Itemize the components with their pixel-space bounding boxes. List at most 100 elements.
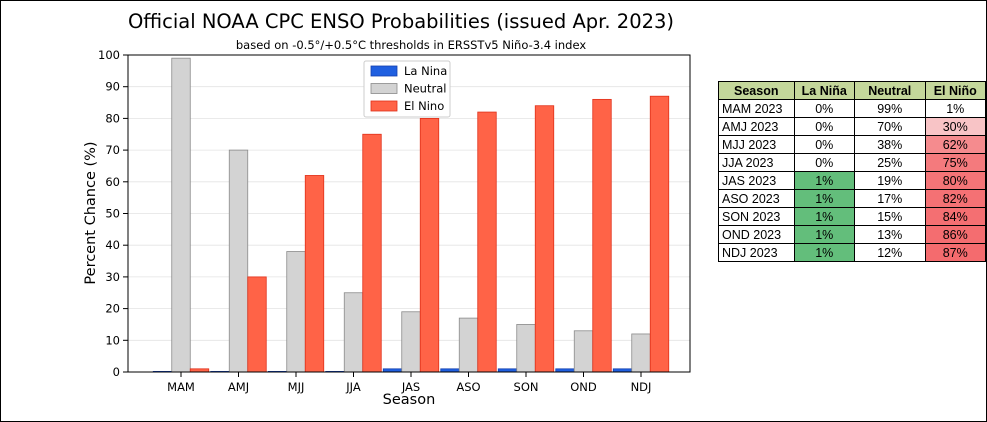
cell-la-nina: 1% [793, 207, 855, 226]
bar-el-nino [247, 276, 267, 373]
table-row: NDJ 2023 1% 12% 87% [718, 243, 986, 262]
cell-la-nina: 0% [793, 135, 855, 154]
table-body: MAM 2023 0% 99% 1% AMJ 2023 0% 70% 30% MJJ 2023 0… [718, 99, 986, 262]
cell-la-nina: 0% [793, 99, 855, 118]
cell-la-nina: 1% [793, 189, 855, 208]
cell-la-nina: 1% [793, 171, 855, 190]
chart-subtitle: based on -0.5°/+0.5°C thresholds in ERSS… [236, 38, 586, 52]
cell-la-nina: 1% [793, 225, 855, 244]
bar-neutral [573, 330, 594, 373]
cell-el-nino: 1% [924, 99, 986, 118]
bar-neutral [516, 324, 536, 373]
x-tick-label: SON [514, 380, 539, 394]
y-tick-label: 40 [105, 238, 120, 252]
bar-el-nino [362, 133, 382, 373]
table-row: MJJ 2023 0% 38% 62% [718, 135, 986, 154]
enso-probability-table: Season La Niña Neutral El Niño MAM 2023 0… [718, 81, 986, 262]
bar-el-nino [477, 111, 497, 373]
header-la-nina: La Niña [793, 81, 855, 100]
cell-la-nina: 1% [793, 243, 855, 262]
cell-season: AMJ 2023 [718, 117, 795, 136]
cell-el-nino: 87% [924, 243, 986, 262]
y-tick-label: 50 [105, 207, 120, 221]
cell-season: MJJ 2023 [718, 135, 795, 154]
table-row: MAM 2023 0% 99% 1% [718, 99, 986, 118]
legend-swatch [370, 100, 398, 112]
bar-el-nino [592, 98, 612, 373]
cell-neutral: 25% [853, 153, 926, 172]
y-tick-label: 60 [105, 175, 120, 189]
cell-el-nino: 62% [924, 135, 986, 154]
x-tick-label: NDJ [631, 380, 652, 394]
legend-swatch [370, 65, 398, 77]
x-tick-label: MAM [167, 380, 195, 394]
cell-season: NDJ 2023 [718, 243, 795, 262]
cell-neutral: 19% [853, 171, 926, 190]
cell-el-nino: 84% [924, 207, 986, 226]
cell-season: SON 2023 [718, 207, 795, 226]
y-tick-label: 20 [105, 302, 120, 316]
table-row: OND 2023 1% 13% 86% [718, 225, 986, 244]
bar-el-nino [649, 95, 670, 373]
table-row: JJA 2023 0% 25% 75% [718, 153, 986, 172]
y-tick-label: 70 [105, 143, 120, 157]
y-axis-label: Percent Chance (%) [83, 141, 99, 284]
y-tick-label: 90 [105, 80, 120, 94]
cell-neutral: 15% [853, 207, 926, 226]
bar-el-nino [419, 118, 440, 373]
cell-el-nino: 86% [924, 225, 986, 244]
legend-label: La Nina [404, 64, 447, 78]
cell-season: JJA 2023 [718, 153, 795, 172]
header-el-nino: El Niño [924, 81, 986, 100]
y-tick-label: 0 [113, 365, 120, 379]
x-axis-label: Season [383, 392, 436, 408]
bar-el-nino [304, 175, 325, 373]
bar-neutral [458, 317, 479, 373]
cell-el-nino: 75% [924, 153, 986, 172]
cell-neutral: 13% [853, 225, 926, 244]
cell-el-nino: 30% [924, 117, 986, 136]
table-header-row: Season La Niña Neutral El Niño [718, 81, 986, 100]
x-tick-label: MJJ [288, 380, 305, 394]
table-row: ASO 2023 1% 17% 82% [718, 189, 986, 208]
cell-el-nino: 82% [924, 189, 986, 208]
legend: La Nina Neutral El Nino [363, 60, 451, 118]
x-tick-label: ASO [456, 380, 480, 394]
y-tick-label: 80 [105, 111, 120, 125]
cell-neutral: 38% [853, 135, 926, 154]
y-axis-ticks: 0 10 20 30 40 50 60 70 80 90 100 [98, 48, 128, 379]
cell-neutral: 70% [853, 117, 926, 136]
y-tick-label: 10 [105, 333, 120, 347]
y-tick-label: 100 [98, 48, 120, 62]
bar-neutral [228, 149, 249, 373]
x-axis-ticks: MAM AMJ MJJ JJA JAS ASO SON OND NDJ [167, 372, 651, 394]
legend-label: Neutral [404, 82, 446, 96]
cell-neutral: 17% [853, 189, 926, 208]
bar-neutral [631, 333, 651, 373]
cell-el-nino: 80% [924, 171, 986, 190]
bar-el-nino [534, 105, 555, 373]
cell-la-nina: 0% [793, 117, 855, 136]
cell-la-nina: 0% [793, 153, 855, 172]
bar-neutral [171, 57, 191, 373]
table-row: JAS 2023 1% 19% 80% [718, 171, 986, 190]
cell-neutral: 12% [853, 243, 926, 262]
bar-neutral [286, 251, 306, 373]
cell-season: MAM 2023 [718, 99, 795, 118]
header-neutral: Neutral [853, 81, 926, 100]
chart-title: Official NOAA CPC ENSO Probabilities (is… [128, 10, 674, 33]
cell-season: JAS 2023 [718, 171, 795, 190]
y-tick-label: 30 [105, 270, 120, 284]
legend-swatch [370, 83, 398, 94]
header-season: Season [718, 81, 795, 100]
x-tick-label: JJA [345, 380, 361, 394]
bar-neutral [343, 292, 364, 373]
cell-season: OND 2023 [718, 225, 795, 244]
legend-label: El Nino [404, 99, 444, 113]
table-row: SON 2023 1% 15% 84% [718, 207, 986, 226]
x-tick-label: AMJ [228, 380, 249, 394]
x-tick-label: JAS [401, 380, 420, 394]
x-tick-label: OND [570, 380, 597, 394]
